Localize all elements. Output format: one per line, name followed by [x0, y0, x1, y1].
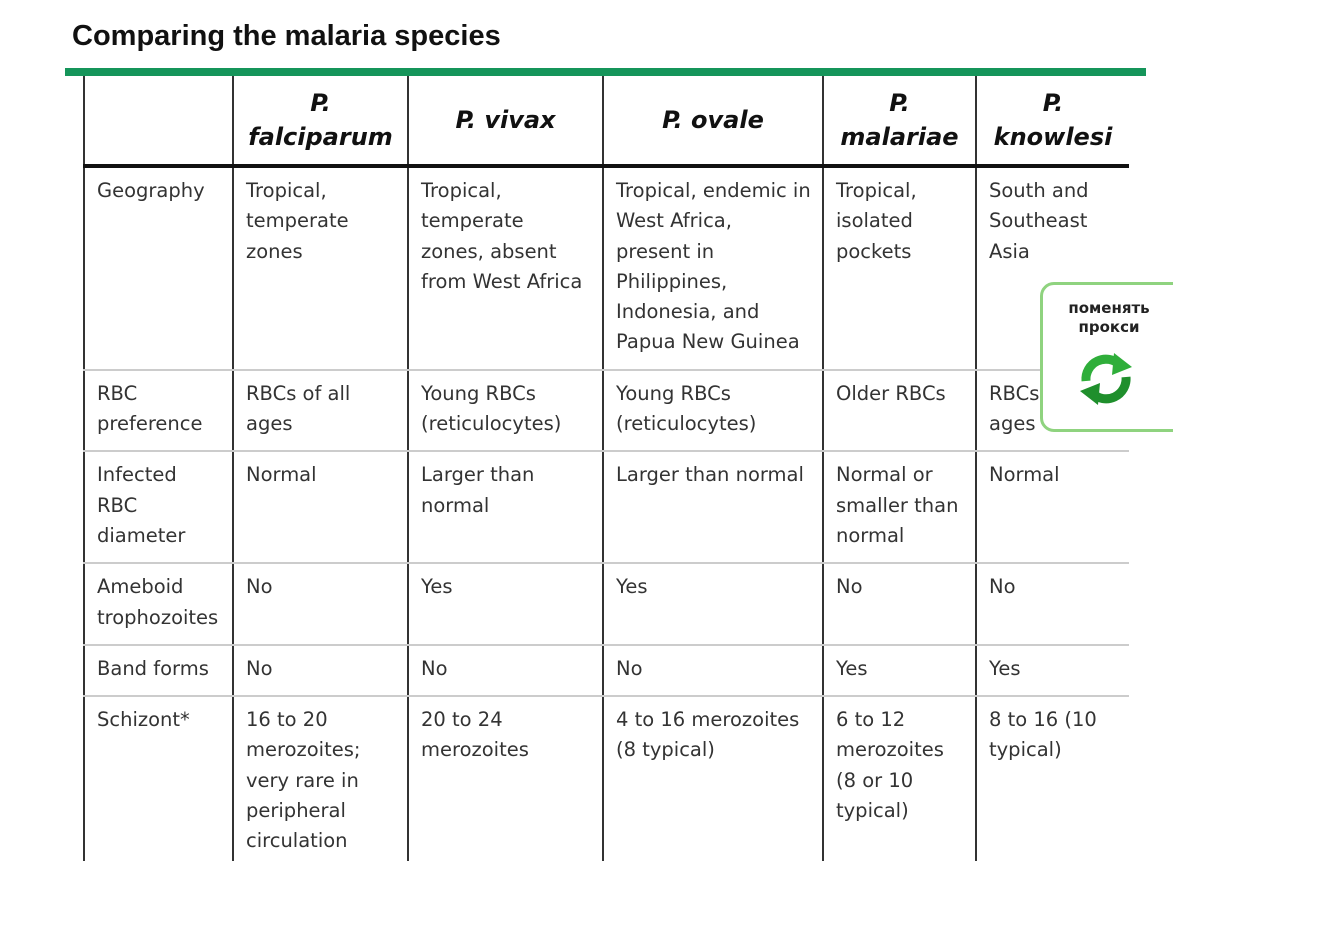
row-header: Band forms — [83, 644, 234, 698]
table-row: Infected RBC diameter Normal Larger than n… — [83, 451, 1129, 565]
table-cell: No — [232, 644, 409, 698]
table-cell: Tropical, temperate zones, absent from W… — [407, 166, 604, 371]
table-cell: 6 to 12 merozoites (8 or 10 typical) — [822, 696, 977, 861]
table-viewport: P. falciparum P. vivax P. ovale P. malariae… — [83, 76, 1129, 861]
table-cell: Normal or smaller than normal — [822, 451, 977, 565]
table-row: RBC preference RBCs of all ages Young RBCs… — [83, 369, 1129, 453]
table-cell: Young RBCs (reticulocytes) — [407, 369, 604, 453]
row-header: Ameboid trophozoites — [83, 563, 234, 646]
table-cell: Normal — [232, 451, 409, 565]
column-header: P. vivax — [407, 76, 604, 168]
row-header: Schizont* — [83, 696, 234, 861]
table-cell: Yes — [407, 563, 604, 646]
table-cell: Tropical, isolated pockets — [822, 166, 977, 371]
table-body: Geography Tropical, temperate zones Tropic… — [83, 166, 1129, 861]
table-cell: 8 to 16 (10 typical) — [975, 696, 1129, 861]
column-header: P. knowlesi — [975, 76, 1129, 168]
table-row: Band forms No No No Yes Yes — [83, 644, 1129, 698]
column-header: P. malariae — [822, 76, 977, 168]
column-header: P. ovale — [602, 76, 824, 168]
row-header: Geography — [83, 166, 234, 371]
table-cell: Yes — [822, 644, 977, 698]
table-cell: 16 to 20 merozoites; very rare in periph… — [232, 696, 409, 861]
title-rule — [65, 68, 1146, 76]
species-table: P. falciparum P. vivax P. ovale P. malariae… — [83, 76, 1129, 861]
table-cell: 20 to 24 merozoites — [407, 696, 604, 861]
proxy-label: поменять прокси — [1068, 299, 1150, 336]
table-cell: Tropical, temperate zones — [232, 166, 409, 371]
table-cell: No — [232, 563, 409, 646]
table-cell: No — [602, 644, 824, 698]
page-title: Comparing the malaria species — [72, 20, 501, 52]
table-cell: RBCs of all ages — [232, 369, 409, 453]
table-cell: Normal — [975, 451, 1129, 565]
widget-viewport: поменять прокси — [1040, 278, 1173, 438]
table-cell: No — [407, 644, 604, 698]
table-cell: Yes — [602, 563, 824, 646]
table-cell: Young RBCs (reticulocytes) — [602, 369, 824, 453]
table-cell: Larger than normal — [407, 451, 604, 565]
table-cell: Tropical, endemic in West Africa, presen… — [602, 166, 824, 371]
table-cell: Larger than normal — [602, 451, 824, 565]
table-row: Ameboid trophozoites No Yes Yes No No — [83, 563, 1129, 646]
table-cell: Yes — [975, 644, 1129, 698]
table-cell: No — [822, 563, 977, 646]
row-header: RBC preference — [83, 369, 234, 453]
table-row: Schizont* 16 to 20 merozoites; very rare … — [83, 696, 1129, 861]
table-row: Geography Tropical, temperate zones Tropic… — [83, 166, 1129, 371]
column-header: P. falciparum — [232, 76, 409, 168]
proxy-button[interactable]: поменять прокси — [1040, 282, 1173, 432]
table-cell: No — [975, 563, 1129, 646]
row-header: Infected RBC diameter — [83, 451, 234, 565]
refresh-icon — [1080, 353, 1132, 405]
table-cell: 4 to 16 merozoites (8 typical) — [602, 696, 824, 861]
header-row: P. falciparum P. vivax P. ovale P. malariae… — [83, 76, 1129, 168]
header-corner — [83, 76, 234, 168]
table-cell: Older RBCs — [822, 369, 977, 453]
